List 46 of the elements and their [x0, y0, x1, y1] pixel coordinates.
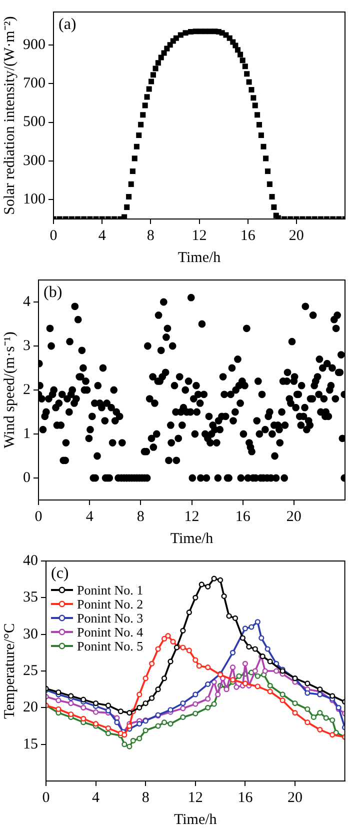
y-tick-label: 700: [23, 76, 46, 92]
x-tick-label: 20: [288, 228, 304, 244]
y-tick-label: 1: [23, 426, 30, 442]
y-tick-label: 15: [23, 736, 38, 752]
y-tick-label: 300: [23, 152, 46, 169]
y-tick-label: 4: [23, 294, 31, 310]
y-tick-label: 100: [23, 192, 46, 208]
y-tick-label: 2: [23, 382, 30, 398]
legend-label: Ponint No. 2: [77, 596, 144, 612]
x-axis-title: Time/h: [178, 250, 222, 266]
y-axis-title: Temperature/°C: [2, 623, 18, 719]
x-tick-label: 20: [286, 508, 302, 525]
x-tick-label: 0: [50, 228, 58, 244]
x-tick-label: 12: [184, 508, 200, 525]
x-tick-label: 16: [235, 508, 251, 525]
y-tick-label: 900: [23, 36, 46, 53]
legend-label: Ponint No. 5: [77, 638, 144, 654]
annotation: (a): [58, 16, 76, 34]
x-tick-label: 8: [142, 790, 150, 806]
x-tick-label: 4: [98, 228, 106, 244]
legend-label: Ponint No. 1: [77, 582, 144, 598]
y-tick-label: 500: [23, 114, 46, 130]
x-tick-label: 12: [188, 790, 203, 806]
x-axis-title: Time/h: [174, 812, 218, 828]
x-tick-label: 16: [240, 228, 256, 244]
legend-label: Ponint No. 4: [77, 624, 144, 640]
y-tick-label: 25: [23, 662, 38, 679]
y-axis-title: Wind speed/(m·s⁻¹): [2, 332, 18, 448]
x-tick-label: 8: [146, 228, 154, 244]
x-tick-label: 8: [136, 508, 144, 525]
x-tick-label: 4: [92, 790, 100, 806]
y-axis-title: Solar rediation intensity/(W·m⁻²): [2, 16, 18, 215]
y-tick-label: 35: [23, 590, 38, 606]
x-tick-label: 4: [86, 508, 94, 525]
x-tick-label: 12: [192, 228, 207, 244]
y-tick-label: 20: [23, 700, 38, 716]
y-tick-label: 0: [23, 470, 30, 486]
annotation: (c): [51, 565, 69, 582]
x-tick-label: 20: [288, 790, 302, 806]
y-tick-label: 40: [23, 552, 38, 569]
y-tick-label: 3: [23, 338, 30, 354]
legend-label: Ponint No. 3: [77, 610, 144, 626]
y-tick-label: 30: [23, 626, 38, 642]
x-axis-title: Time/h: [170, 530, 214, 547]
x-tick-label: 16: [238, 790, 254, 806]
annotation: (b): [44, 284, 62, 302]
